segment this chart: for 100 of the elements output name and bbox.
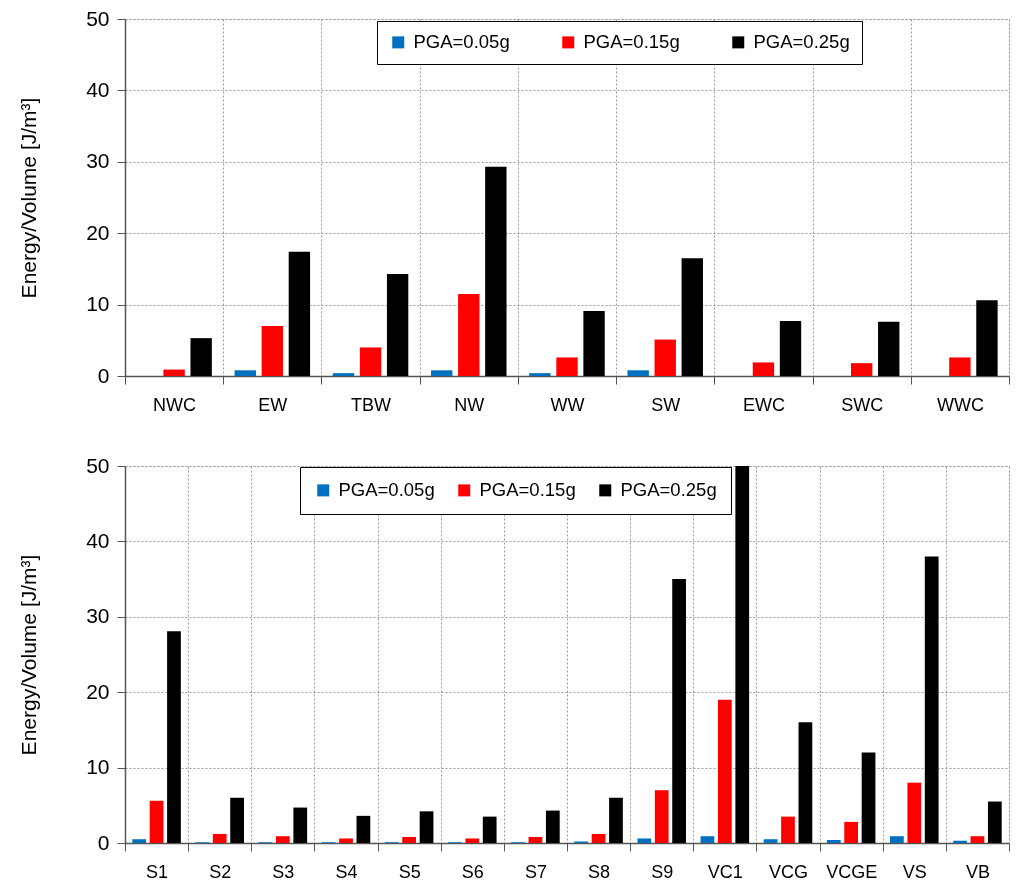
bar [878,321,900,376]
bar [529,373,551,376]
y-tick-label: 40 [86,528,110,552]
bar [339,838,353,843]
bar [386,273,409,376]
bar [781,816,795,843]
bar [717,699,732,843]
bar [987,801,1002,843]
bar [275,836,290,843]
bar [332,373,355,376]
bar [556,357,578,376]
y-tick-label: 50 [86,6,110,30]
x-tick-label: EWC [742,394,785,415]
legend-label: PGA=0.25g [753,31,850,53]
legend-label: PGA=0.05g [338,479,435,501]
x-tick-label: EW [258,394,288,415]
bar [359,347,382,376]
x-tick-label: SW [651,394,681,415]
x-tick-label: S4 [335,861,358,882]
bar [163,369,185,376]
x-tick-label: WWC [936,394,984,415]
bar [779,321,802,376]
bar [907,782,922,843]
bar [234,370,256,376]
legend-label: PGA=0.15g [583,31,680,53]
bar [850,363,873,376]
x-tick-label: S5 [398,861,421,882]
bar [627,370,649,376]
y-axis-title: Energy/Volume [J/m³] [17,97,41,299]
x-tick-label: VC1 [707,861,743,882]
legend-label: PGA=0.25g [620,479,717,501]
bar [763,839,778,843]
bar [953,840,967,843]
bar [528,836,543,843]
x-tick-label: S8 [588,861,611,882]
legend-label: PGA=0.05g [413,31,510,53]
bar [735,466,750,843]
bar [485,166,507,376]
x-tick-label: VB [965,861,990,882]
y-tick-label: 10 [86,755,110,779]
y-tick-label: 40 [86,77,110,101]
legend-label: PGA=0.15g [479,479,576,501]
y-tick-label: 30 [86,149,110,173]
bar [609,797,623,843]
x-tick-label: NW [454,394,485,415]
x-tick-label: S9 [651,861,674,882]
bar [458,293,480,376]
x-tick-label: NWC [153,394,197,415]
y-tick-label: 20 [86,679,110,703]
x-tick-label: SWC [841,394,884,415]
bar [700,836,715,843]
bar [465,838,480,843]
bar [402,836,417,843]
x-tick-label: VCG [768,861,809,882]
bar [890,836,904,843]
y-axis-title: Energy/Volume [J/m³] [17,554,41,756]
x-tick-label: VCGE [826,861,878,882]
bar [149,800,164,843]
x-tick-label: VS [902,861,927,882]
bar [681,258,703,376]
bar [261,326,284,376]
y-tick-label: 0 [97,830,110,854]
bar [591,833,606,843]
x-tick-label: S1 [146,861,169,882]
y-tick-label: 20 [86,220,110,244]
bar [583,311,605,376]
bar [826,839,841,843]
bar [844,821,859,843]
bar [482,816,497,843]
x-tick-label: S3 [272,861,295,882]
bar [190,338,212,376]
x-tick-label: TBW [351,394,392,415]
y-tick-label: 0 [97,363,110,387]
bar [419,811,434,843]
bar [431,370,453,376]
bar [230,797,244,843]
bar [654,790,669,843]
bar [545,810,560,843]
y-tick-label: 10 [86,292,110,316]
bar [752,362,775,376]
bar [167,631,181,843]
y-tick-label: 50 [86,453,110,477]
y-tick-label: 30 [86,604,110,628]
bar [212,833,227,843]
bar [970,836,985,843]
bar [293,807,308,843]
x-tick-label: S2 [209,861,232,882]
bar [288,251,311,376]
bar [798,722,813,843]
bar [654,339,676,376]
bar [861,752,876,843]
bar [924,556,939,843]
bar [949,357,971,376]
x-tick-label: S7 [524,861,547,882]
bar [132,839,147,843]
bar [637,838,652,843]
x-tick-label: WW [550,394,585,415]
bar [976,300,998,376]
bar [356,815,371,843]
bar [672,579,686,843]
